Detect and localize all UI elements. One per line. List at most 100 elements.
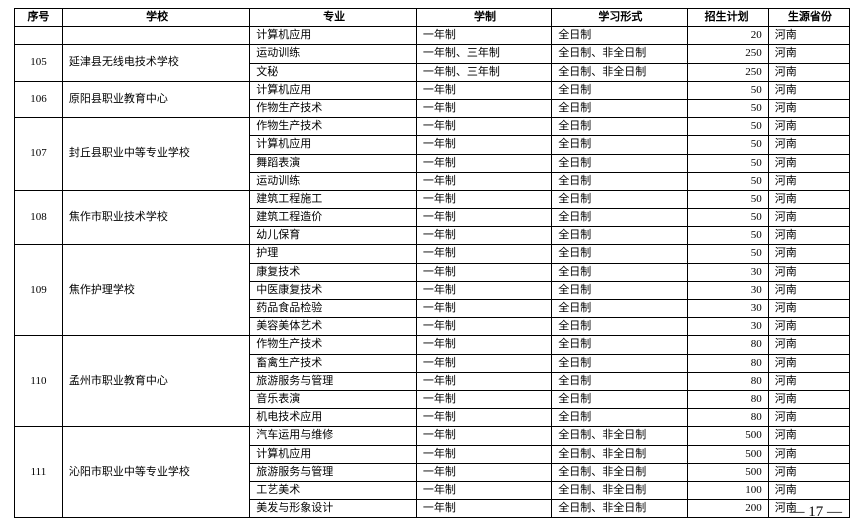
cell-system: 一年制 bbox=[416, 409, 551, 427]
cell-plan: 30 bbox=[687, 281, 768, 299]
cell-num: 109 bbox=[15, 245, 63, 336]
cell-num: 111 bbox=[15, 427, 63, 518]
cell-province: 河南 bbox=[768, 45, 849, 63]
cell-mode: 全日制 bbox=[552, 118, 687, 136]
cell-major: 运动训练 bbox=[250, 172, 417, 190]
table-header-row: 序号 学校 专业 学制 学习形式 招生计划 生源省份 bbox=[15, 9, 850, 27]
cell-mode: 全日制 bbox=[552, 318, 687, 336]
cell-major: 音乐表演 bbox=[250, 390, 417, 408]
cell-major: 计算机应用 bbox=[250, 136, 417, 154]
cell-system: 一年制 bbox=[416, 463, 551, 481]
cell-plan: 80 bbox=[687, 336, 768, 354]
cell-mode: 全日制 bbox=[552, 281, 687, 299]
cell-system: 一年制、三年制 bbox=[416, 63, 551, 81]
cell-province: 河南 bbox=[768, 427, 849, 445]
cell-system: 一年制 bbox=[416, 227, 551, 245]
cell-school: 封丘县职业中等专业学校 bbox=[62, 118, 249, 191]
cell-system: 一年制 bbox=[416, 27, 551, 45]
cell-mode: 全日制 bbox=[552, 354, 687, 372]
cell-plan: 50 bbox=[687, 227, 768, 245]
cell-system: 一年制 bbox=[416, 500, 551, 518]
cell-plan: 30 bbox=[687, 263, 768, 281]
cell-system: 一年制 bbox=[416, 99, 551, 117]
cell-mode: 全日制 bbox=[552, 27, 687, 45]
cell-num bbox=[15, 27, 63, 45]
cell-num: 106 bbox=[15, 81, 63, 117]
cell-province: 河南 bbox=[768, 300, 849, 318]
cell-province: 河南 bbox=[768, 463, 849, 481]
cell-plan: 20 bbox=[687, 27, 768, 45]
cell-province: 河南 bbox=[768, 445, 849, 463]
cell-system: 一年制 bbox=[416, 336, 551, 354]
cell-mode: 全日制、非全日制 bbox=[552, 463, 687, 481]
cell-mode: 全日制 bbox=[552, 372, 687, 390]
cell-mode: 全日制 bbox=[552, 172, 687, 190]
cell-system: 一年制 bbox=[416, 245, 551, 263]
cell-province: 河南 bbox=[768, 372, 849, 390]
cell-mode: 全日制、非全日制 bbox=[552, 445, 687, 463]
cell-mode: 全日制 bbox=[552, 227, 687, 245]
cell-system: 一年制 bbox=[416, 390, 551, 408]
cell-plan: 500 bbox=[687, 463, 768, 481]
table-row: 计算机应用一年制全日制20河南 bbox=[15, 27, 850, 45]
cell-system: 一年制 bbox=[416, 154, 551, 172]
header-system: 学制 bbox=[416, 9, 551, 27]
cell-major: 运动训练 bbox=[250, 45, 417, 63]
cell-mode: 全日制 bbox=[552, 300, 687, 318]
cell-major: 建筑工程造价 bbox=[250, 209, 417, 227]
cell-mode: 全日制 bbox=[552, 390, 687, 408]
cell-province: 河南 bbox=[768, 354, 849, 372]
cell-num: 108 bbox=[15, 190, 63, 245]
cell-plan: 50 bbox=[687, 190, 768, 208]
cell-major: 计算机应用 bbox=[250, 27, 417, 45]
cell-major: 舞蹈表演 bbox=[250, 154, 417, 172]
cell-plan: 100 bbox=[687, 481, 768, 499]
cell-school: 焦作护理学校 bbox=[62, 245, 249, 336]
cell-province: 河南 bbox=[768, 227, 849, 245]
cell-plan: 50 bbox=[687, 136, 768, 154]
table-row: 107封丘县职业中等专业学校作物生产技术一年制全日制50河南 bbox=[15, 118, 850, 136]
cell-plan: 50 bbox=[687, 154, 768, 172]
cell-province: 河南 bbox=[768, 318, 849, 336]
cell-system: 一年制 bbox=[416, 300, 551, 318]
cell-system: 一年制 bbox=[416, 372, 551, 390]
cell-province: 河南 bbox=[768, 190, 849, 208]
cell-system: 一年制 bbox=[416, 209, 551, 227]
cell-mode: 全日制 bbox=[552, 190, 687, 208]
cell-major: 计算机应用 bbox=[250, 81, 417, 99]
cell-province: 河南 bbox=[768, 136, 849, 154]
cell-system: 一年制、三年制 bbox=[416, 45, 551, 63]
table-row: 111沁阳市职业中等专业学校汽车运用与维修一年制全日制、非全日制500河南 bbox=[15, 427, 850, 445]
cell-major: 文秘 bbox=[250, 63, 417, 81]
cell-major: 作物生产技术 bbox=[250, 99, 417, 117]
cell-plan: 200 bbox=[687, 500, 768, 518]
table-row: 106原阳县职业教育中心计算机应用一年制全日制50河南 bbox=[15, 81, 850, 99]
cell-system: 一年制 bbox=[416, 136, 551, 154]
cell-mode: 全日制、非全日制 bbox=[552, 500, 687, 518]
header-num: 序号 bbox=[15, 9, 63, 27]
cell-major: 中医康复技术 bbox=[250, 281, 417, 299]
cell-system: 一年制 bbox=[416, 190, 551, 208]
table-row: 109焦作护理学校护理一年制全日制50河南 bbox=[15, 245, 850, 263]
cell-mode: 全日制、非全日制 bbox=[552, 481, 687, 499]
cell-mode: 全日制、非全日制 bbox=[552, 45, 687, 63]
cell-system: 一年制 bbox=[416, 445, 551, 463]
cell-plan: 250 bbox=[687, 45, 768, 63]
cell-province: 河南 bbox=[768, 99, 849, 117]
cell-province: 河南 bbox=[768, 118, 849, 136]
header-mode: 学习形式 bbox=[552, 9, 687, 27]
cell-plan: 500 bbox=[687, 427, 768, 445]
cell-major: 美容美体艺术 bbox=[250, 318, 417, 336]
cell-major: 机电技术应用 bbox=[250, 409, 417, 427]
cell-plan: 50 bbox=[687, 99, 768, 117]
cell-mode: 全日制 bbox=[552, 136, 687, 154]
cell-plan: 50 bbox=[687, 172, 768, 190]
cell-num: 110 bbox=[15, 336, 63, 427]
cell-system: 一年制 bbox=[416, 354, 551, 372]
cell-plan: 80 bbox=[687, 354, 768, 372]
cell-plan: 50 bbox=[687, 245, 768, 263]
cell-plan: 30 bbox=[687, 300, 768, 318]
cell-major: 康复技术 bbox=[250, 263, 417, 281]
cell-mode: 全日制 bbox=[552, 81, 687, 99]
cell-province: 河南 bbox=[768, 63, 849, 81]
